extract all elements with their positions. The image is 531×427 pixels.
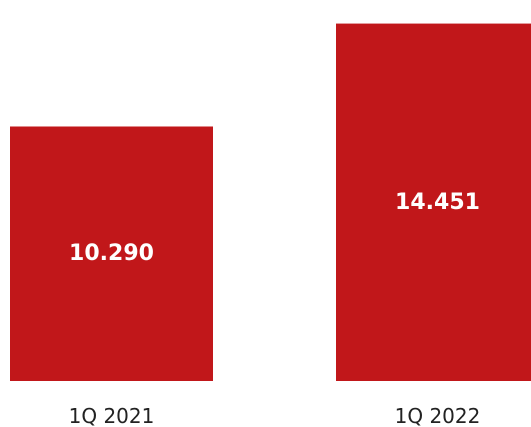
bar-2	[336, 23, 531, 381]
category-labels-layer: 1Q 2021 1Q 2022	[69, 404, 481, 427]
bar-value-label-2: 14.451	[395, 190, 480, 215]
category-label-2: 1Q 2022	[395, 404, 481, 427]
bars-layer	[10, 23, 531, 381]
value-labels-layer: 10.290 14.451	[69, 190, 480, 266]
bar-value-label-1: 10.290	[69, 241, 154, 266]
bar-1	[10, 126, 213, 381]
category-label-1: 1Q 2021	[69, 404, 155, 427]
